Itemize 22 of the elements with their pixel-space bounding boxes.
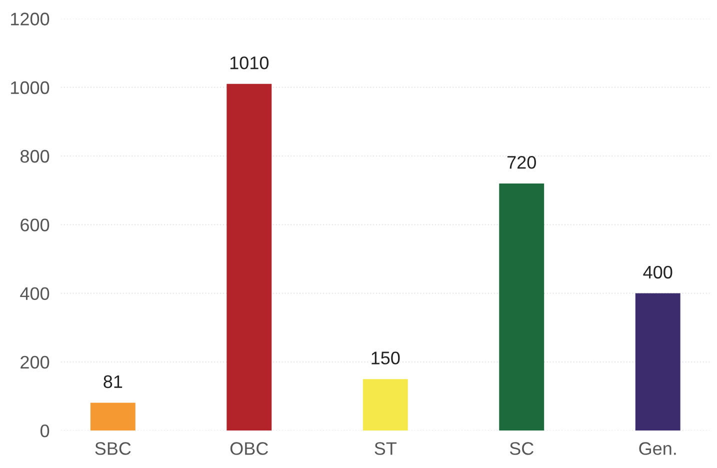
bar [362, 379, 408, 431]
data-label: 720 [507, 156, 536, 169]
y-tick-label: 400 [20, 287, 50, 300]
y-tick-label: 600 [20, 218, 50, 232]
y-tick-label: 200 [20, 356, 50, 369]
x-tick-label: SBC [95, 442, 131, 455]
x-tick-label: ST [374, 442, 397, 455]
bar [499, 183, 544, 431]
data-label: 81 [104, 375, 122, 388]
data-label: 400 [643, 266, 672, 279]
y-tick-label: 0 [40, 424, 50, 438]
data-label: 150 [372, 352, 400, 364]
x-tick-label: SC [510, 442, 534, 455]
bar [90, 402, 136, 431]
data-label: 1010 [230, 56, 269, 70]
bar [226, 84, 272, 431]
bar [635, 293, 680, 431]
x-tick-label: OBC [230, 442, 268, 455]
y-tick-label: 1200 [11, 12, 50, 26]
y-tick-label: 1000 [11, 81, 50, 94]
y-tick-label: 800 [20, 150, 50, 163]
x-tick-label: Gen. [639, 442, 676, 455]
